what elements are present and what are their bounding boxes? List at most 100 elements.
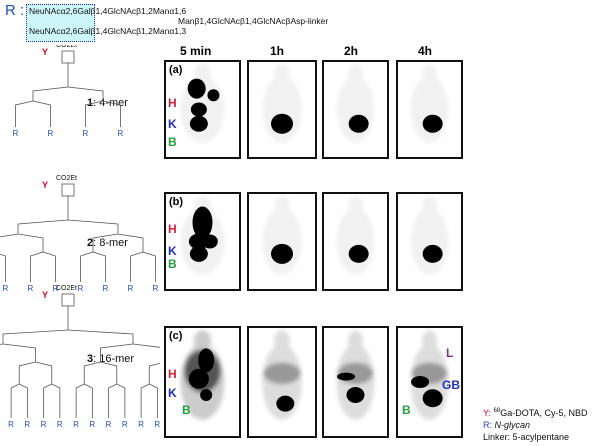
image-panel-row1-4h [396, 60, 463, 159]
uptake-spot [187, 78, 206, 99]
svg-text:R: R [138, 420, 144, 429]
bladder-label: B [402, 403, 411, 417]
column-header-5min: 5 min [180, 44, 212, 58]
image-panel-row3-2h [322, 326, 389, 438]
image-panel-row3-5min: (c) [164, 326, 241, 438]
svg-text:CO2Et: CO2Et [56, 175, 77, 182]
panel-label: (a) [169, 64, 183, 76]
heart-label: H [168, 222, 177, 236]
svg-text:R: R [128, 284, 134, 293]
uptake-spot [189, 245, 208, 262]
svg-text:CO2Et: CO2Et [56, 45, 77, 49]
svg-text:Y: Y [42, 180, 48, 190]
svg-text:R: R [154, 420, 160, 429]
uptake-spot [207, 89, 220, 102]
gallbladder-label: GB [442, 378, 460, 392]
uptake-spot [276, 395, 295, 412]
mouse-pet-image [262, 195, 302, 275]
mouse-pet-image [262, 63, 302, 143]
kidney-label: K [168, 244, 177, 258]
structure-3: CO2EtYRRRRRRRRRRRRRRRR [0, 285, 160, 429]
svg-text:R: R [103, 284, 109, 293]
mouse-pet-image [336, 330, 375, 420]
r-highlight-box [26, 4, 95, 42]
legend-r: R: N-glycan [483, 420, 531, 430]
uptake-spot [422, 114, 443, 133]
image-panel-row3-4h [396, 326, 463, 438]
image-panel-row1-2h [322, 60, 389, 159]
bladder-label: B [182, 403, 191, 417]
uptake-spot [198, 348, 215, 373]
kidney-label: K [168, 386, 177, 400]
uptake-spot [271, 243, 293, 264]
mouse-pet-image [336, 195, 375, 275]
svg-text:R: R [24, 420, 30, 429]
mouse-pet-image [262, 330, 302, 420]
svg-text:R: R [8, 420, 14, 429]
uptake-spot [348, 244, 369, 263]
svg-text:R: R [53, 284, 59, 293]
mouse-pet-image [410, 195, 449, 275]
heart-label: H [168, 367, 177, 381]
uptake-spot [192, 206, 213, 239]
image-panel-row2-5min: (b) [164, 192, 241, 291]
svg-text:R: R [153, 284, 159, 293]
structure-1: CO2Et Y R R R R [13, 45, 124, 138]
uptake-spot [189, 115, 208, 132]
svg-text:R: R [41, 420, 47, 429]
svg-text:R: R [118, 129, 124, 138]
uptake-spot [348, 114, 369, 133]
mouse-pet-image [410, 63, 449, 143]
uptake-spot [271, 113, 293, 134]
svg-text:Y: Y [42, 47, 48, 57]
svg-text:R: R [3, 284, 9, 293]
column-header-2h: 2h [344, 44, 359, 58]
svg-text:Y: Y [42, 290, 48, 300]
image-panel-row2-2h [322, 192, 389, 291]
heart-label: H [168, 96, 177, 110]
uptake-spot [188, 368, 209, 389]
image-panel-row2-4h [396, 192, 463, 291]
image-panel-row1-5min: (a) [164, 60, 241, 159]
image-panel-row3-1h [247, 326, 317, 438]
svg-text:R: R [73, 420, 79, 429]
uptake-spot [346, 386, 365, 403]
uptake-spot [190, 102, 207, 117]
uptake-spot [337, 372, 356, 381]
svg-text:R: R [89, 420, 95, 429]
mouse-pet-image [180, 63, 225, 143]
compound-2-label: 2: 8-mer [87, 237, 128, 249]
liver-label: L [446, 346, 454, 360]
bladder-label: B [168, 135, 177, 149]
mouse-pet-image [410, 330, 449, 420]
column-header-4h: 4h [418, 44, 433, 58]
compound-3-label: 3: 16-mer [87, 353, 135, 365]
kidney-label: K [168, 117, 177, 131]
uptake-spot [200, 388, 213, 401]
image-panel-row2-1h [247, 192, 317, 291]
r-label: R : [5, 2, 25, 19]
bladder-label: B [168, 257, 177, 271]
svg-text:CO2Et: CO2Et [56, 285, 77, 292]
svg-text:R: R [83, 129, 89, 138]
panel-label: (c) [169, 330, 183, 342]
legend-linker: Linker: 5-acylpentane [483, 432, 570, 442]
svg-text:R: R [78, 284, 84, 293]
svg-text:R: R [106, 420, 112, 429]
uptake-spot [422, 389, 443, 408]
svg-text:R: R [28, 284, 34, 293]
image-panel-row1-1h [247, 60, 317, 159]
r-line-1: NeuNAcα2,6Galβ1,4GlcNAcβ1,2Manα1,6 [29, 6, 187, 16]
legend-y: Y: 68Ga-DOTA, Cy-5, NBD [483, 408, 588, 418]
mouse-pet-image [336, 63, 375, 143]
uptake-spot [201, 234, 218, 249]
svg-text:R: R [57, 420, 63, 429]
uptake-spot [422, 244, 443, 263]
r-core: Manβ1,4GlcNAcβ1,4GlcNAcβAsp-linker [178, 16, 329, 26]
mouse-pet-image [180, 330, 225, 420]
mouse-pet-image [180, 195, 225, 275]
r-line-2: NeuNAcα2,6Galβ1,4GlcNAcβ1,2Manα1,3 [29, 26, 187, 36]
column-header-1h: 1h [270, 44, 285, 58]
